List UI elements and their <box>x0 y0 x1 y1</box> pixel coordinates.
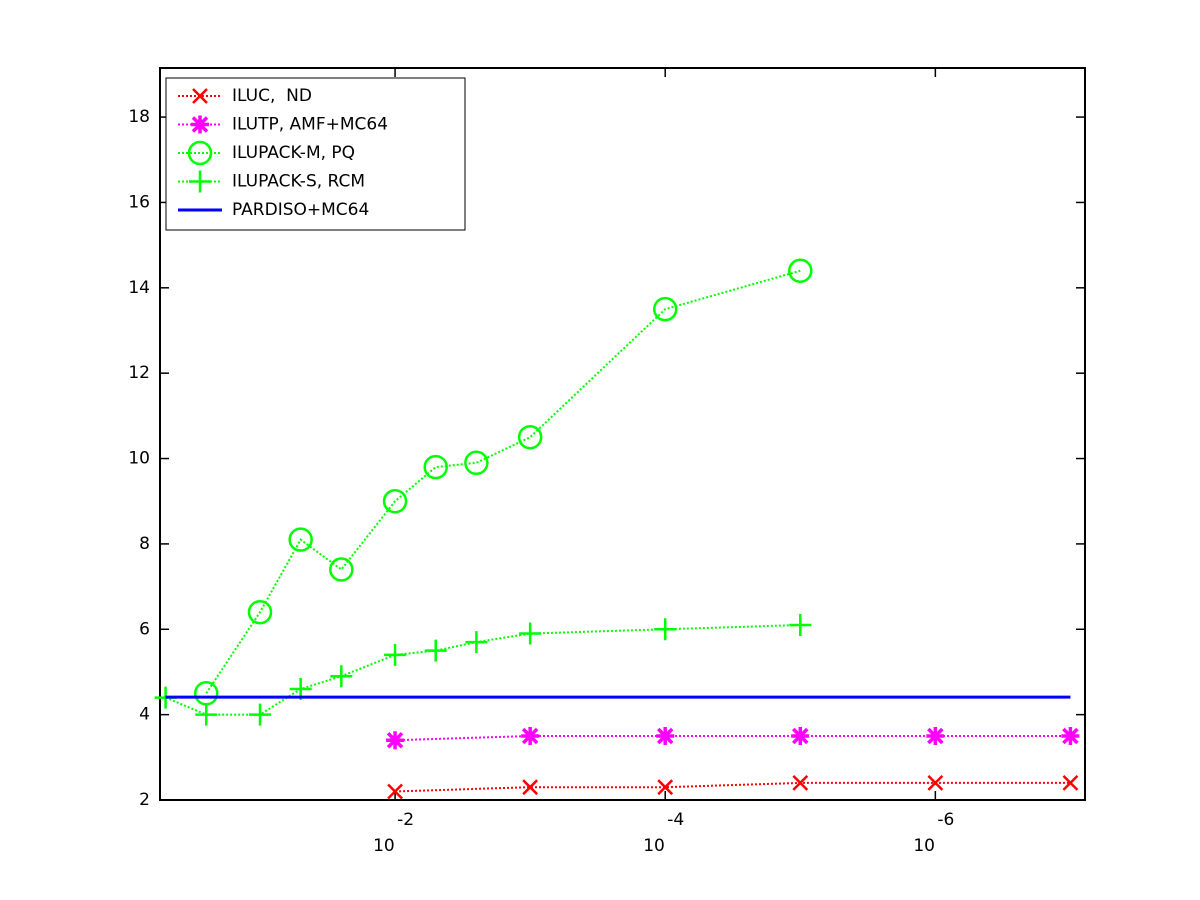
series-line <box>395 781 1071 793</box>
x-tick-exponent: -4 <box>667 810 684 830</box>
marker-x <box>522 779 539 796</box>
marker-plus <box>195 703 218 726</box>
data-point <box>927 775 944 791</box>
marker-asterisk <box>386 731 405 750</box>
data-point <box>386 731 405 750</box>
data-point <box>382 488 408 514</box>
legend-label: PARDISO+MC64 <box>232 200 369 220</box>
marker-x <box>927 775 944 791</box>
marker-plus <box>189 170 211 193</box>
marker-plus <box>465 631 488 654</box>
data-point <box>424 639 447 662</box>
marker-plus <box>519 622 542 645</box>
marker-asterisk <box>521 726 540 745</box>
data-point <box>195 703 218 726</box>
data-point <box>789 614 812 637</box>
y-tick-label: 14 <box>128 278 150 298</box>
x-tick-label: 10 <box>373 836 395 856</box>
series-line <box>165 624 801 716</box>
data-point <box>656 726 675 745</box>
marker-circle <box>329 557 354 582</box>
data-point <box>465 631 488 654</box>
marker-plus <box>424 639 447 662</box>
marker-circle <box>423 454 448 480</box>
y-tick-label: 16 <box>128 192 150 212</box>
marker-asterisk <box>656 726 675 745</box>
data-point <box>926 726 945 745</box>
x-tick-label: 10 <box>913 836 935 856</box>
data-point <box>423 454 448 480</box>
marker-circle <box>247 599 273 625</box>
marker-asterisk <box>791 726 810 745</box>
marker-circle <box>382 488 408 514</box>
marker-plus <box>249 703 272 726</box>
data-point <box>249 703 272 726</box>
data-point <box>517 424 543 450</box>
marker-x <box>657 779 674 796</box>
data-point <box>657 779 674 796</box>
data-point <box>464 450 489 476</box>
data-point <box>792 775 809 791</box>
marker-plus <box>330 665 353 688</box>
x-tick-exponent: -6 <box>937 810 954 830</box>
data-point <box>288 527 313 552</box>
marker-circle <box>288 527 313 552</box>
marker-x <box>387 783 403 800</box>
marker-circle <box>788 258 813 283</box>
data-point <box>384 643 407 666</box>
data-point <box>330 665 353 688</box>
data-point <box>519 622 542 645</box>
data-point <box>652 296 678 322</box>
marker-circle <box>517 424 543 450</box>
data-point <box>1061 726 1080 745</box>
y-tick-label: 8 <box>139 534 150 554</box>
data-point <box>788 258 813 283</box>
y-tick-label: 4 <box>139 705 150 725</box>
marker-x <box>192 88 208 104</box>
y-tick-label: 12 <box>128 363 150 383</box>
data-point <box>791 726 810 745</box>
marker-plus <box>789 614 812 637</box>
marker-asterisk <box>1061 726 1080 745</box>
legend-label: ILUPACK-S, RCM <box>232 172 365 192</box>
series-line <box>395 734 1071 742</box>
legend: ILUC, ND ILUTP, AMF+MC64 ILUPACK-M, PQ ILUP… <box>165 77 466 231</box>
data-point <box>329 557 354 582</box>
marker-circle <box>464 450 489 476</box>
series-line <box>205 269 801 694</box>
data-point <box>247 599 273 625</box>
x-tick-exponent: -2 <box>397 810 414 830</box>
marker-x <box>1062 775 1079 791</box>
y-tick-label: 6 <box>139 619 150 639</box>
legend-label: ILUPACK-M, PQ <box>232 143 355 163</box>
marker-asterisk <box>926 726 945 745</box>
y-tick-label: 2 <box>139 790 150 810</box>
marker-plus <box>654 618 677 641</box>
x-tick-label: 10 <box>643 836 665 856</box>
marker-circle <box>187 140 213 166</box>
marker-x <box>792 775 809 791</box>
marker-circle <box>652 296 678 322</box>
marker-plus <box>384 643 407 666</box>
y-tick-label: 10 <box>128 449 150 469</box>
data-point <box>522 779 539 796</box>
y-tick-label: 18 <box>128 107 150 127</box>
data-point <box>521 726 540 745</box>
data-point <box>654 618 677 641</box>
legend-label: ILUC, ND <box>232 86 312 106</box>
legend-label: ILUTP, AMF+MC64 <box>232 115 388 135</box>
data-point <box>1062 775 1079 791</box>
marker-asterisk <box>191 115 209 134</box>
data-point <box>387 783 403 800</box>
